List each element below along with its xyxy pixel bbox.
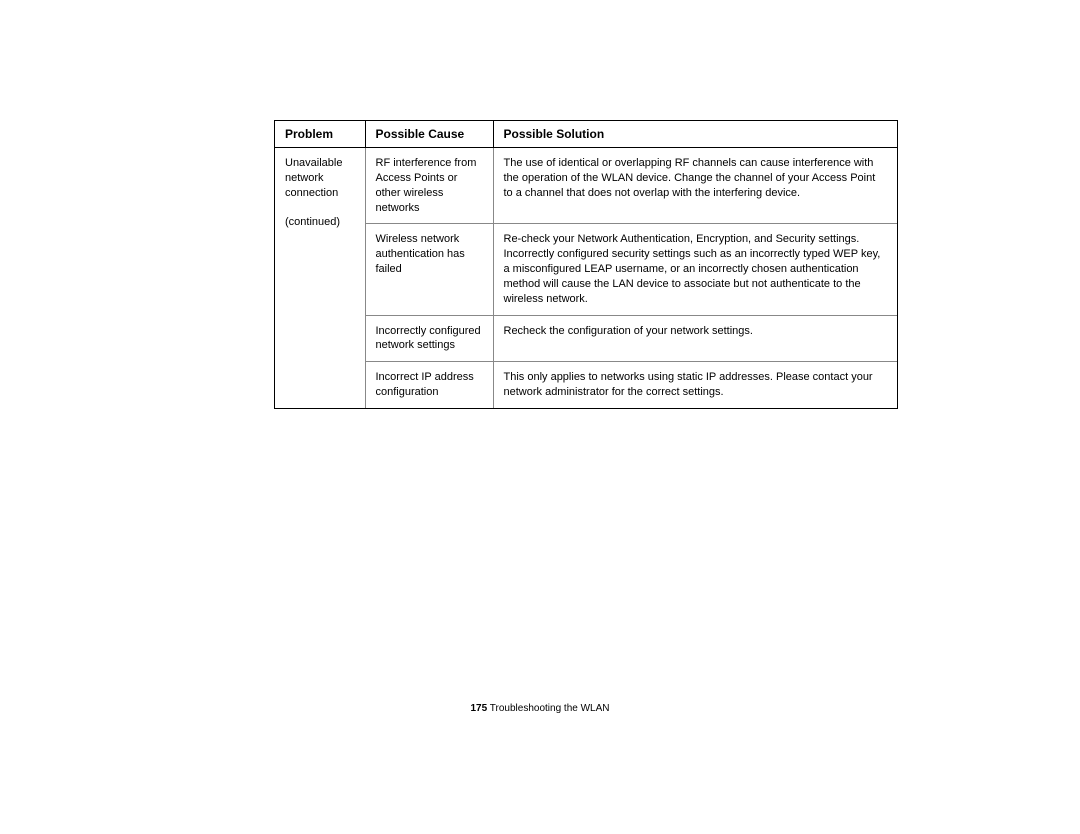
problem-text: Unavailable network connection bbox=[285, 157, 342, 199]
table-row: Unavailable network connection (continue… bbox=[275, 148, 897, 224]
cell-cause: RF interference from Access Points or ot… bbox=[365, 148, 493, 224]
cell-solution: This only applies to networks using stat… bbox=[493, 362, 897, 408]
table-row: Wireless network authentication has fail… bbox=[275, 224, 897, 315]
problem-continued: (continued) bbox=[285, 215, 355, 230]
table-row: Incorrect IP address configuration This … bbox=[275, 362, 897, 408]
troubleshooting-table-container: Problem Possible Cause Possible Solution… bbox=[274, 120, 898, 409]
cell-solution: Re-check your Network Authentication, En… bbox=[493, 224, 897, 315]
table-header-row: Problem Possible Cause Possible Solution bbox=[275, 121, 897, 148]
section-title: Troubleshooting the WLAN bbox=[490, 703, 610, 714]
page-footer: 175 Troubleshooting the WLAN bbox=[0, 703, 1080, 714]
header-solution: Possible Solution bbox=[493, 121, 897, 148]
page-number: 175 bbox=[471, 703, 488, 714]
cell-cause: Incorrectly configured network settings bbox=[365, 315, 493, 362]
cell-cause: Wireless network authentication has fail… bbox=[365, 224, 493, 315]
table-row: Incorrectly configured network settings … bbox=[275, 315, 897, 362]
cell-problem: Unavailable network connection (continue… bbox=[275, 148, 365, 408]
cell-cause: Incorrect IP address configuration bbox=[365, 362, 493, 408]
header-cause: Possible Cause bbox=[365, 121, 493, 148]
cell-solution: Recheck the configuration of your networ… bbox=[493, 315, 897, 362]
header-problem: Problem bbox=[275, 121, 365, 148]
troubleshooting-table: Problem Possible Cause Possible Solution… bbox=[275, 121, 897, 408]
cell-solution: The use of identical or overlapping RF c… bbox=[493, 148, 897, 224]
